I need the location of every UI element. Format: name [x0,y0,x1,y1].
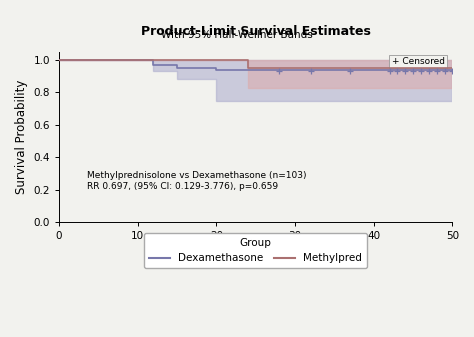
X-axis label: days: days [242,247,270,260]
Polygon shape [59,60,453,100]
Text: Methylprednisolone vs Dexamethasone (n=103)
RR 0.697, (95% CI: 0.129-3.776), p=0: Methylprednisolone vs Dexamethasone (n=1… [87,171,306,191]
Text: + Censored: + Censored [392,57,445,66]
Polygon shape [59,60,453,88]
Legend: Dexamethasone, Methylpred: Dexamethasone, Methylpred [144,233,367,268]
Text: With 95% Hall-Wellner Bands: With 95% Hall-Wellner Bands [161,30,313,40]
Y-axis label: Survival Probability: Survival Probability [15,80,28,194]
Title: Product-Limit Survival Estimates: Product-Limit Survival Estimates [141,25,371,38]
